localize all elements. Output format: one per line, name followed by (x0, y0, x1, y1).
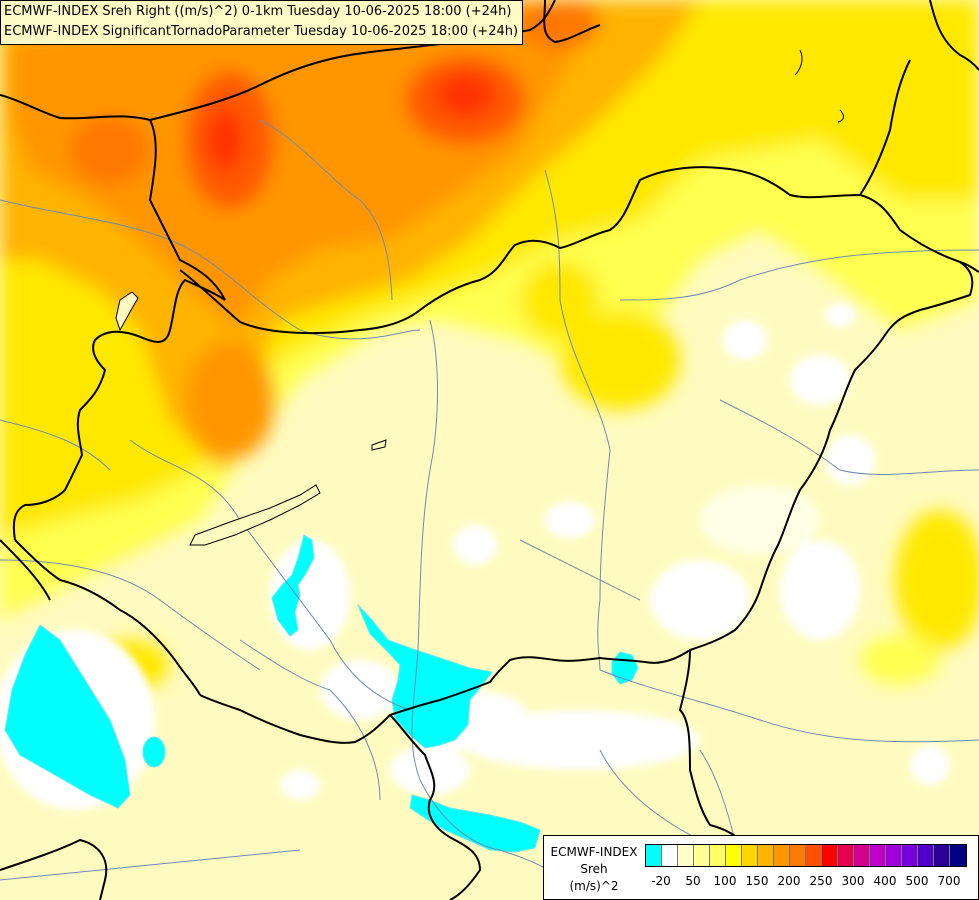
legend-swatch (902, 845, 918, 866)
legend-swatch (774, 845, 790, 866)
negative-sreh-areas (4, 534, 639, 853)
legend-swatch (806, 845, 822, 866)
legend-swatch (934, 845, 950, 866)
legend-swatch (710, 845, 726, 866)
legend-tick-label: 250 (809, 874, 833, 888)
legend-title-unit: (m/s)^2 (569, 879, 619, 893)
legend-tick-label: 150 (745, 874, 769, 888)
color-legend: ECMWF-INDEX Sreh (m/s)^2 -20 50 100 150 200 2… (543, 835, 979, 900)
legend-swatch (790, 845, 806, 866)
lakes (115, 291, 387, 546)
legend-swatch (662, 845, 678, 866)
legend-tick-label: 50 (685, 874, 701, 888)
legend-swatch (694, 845, 710, 866)
map-title-line2: ECMWF-INDEX SignificantTornadoParameter … (4, 24, 519, 39)
legend-swatch (870, 845, 886, 866)
legend-title-source: ECMWF-INDEX (550, 845, 638, 859)
legend-tick-label: -20 (651, 874, 671, 888)
legend-swatch (838, 845, 854, 866)
legend-swatch (822, 845, 838, 866)
legend-title-variable: Sreh (580, 862, 608, 876)
legend-swatch (742, 845, 758, 866)
legend-color-bar (645, 844, 967, 867)
legend-swatch (950, 845, 966, 866)
legend-swatch (758, 845, 774, 866)
map-title: ECMWF-INDEX Sreh Right ((m/s)^2) 0-1km T… (0, 0, 524, 45)
legend-tick-label: 300 (841, 874, 865, 888)
legend-tick-label: 200 (777, 874, 801, 888)
legend-tick-label: 700 (937, 874, 961, 888)
legend-labels: -20 50 100 150 200 250 300 400 500 700 (544, 874, 978, 892)
legend-swatch (918, 845, 934, 866)
legend-swatch (646, 845, 662, 866)
legend-tick-label: 500 (905, 874, 929, 888)
legend-swatch (854, 845, 870, 866)
map-title-line1: ECMWF-INDEX Sreh Right ((m/s)^2) 0-1km T… (4, 4, 512, 19)
legend-titles: ECMWF-INDEX Sreh (m/s)^2 (544, 844, 644, 895)
legend-swatch (678, 845, 694, 866)
legend-tick-label: 400 (873, 874, 897, 888)
legend-tick-label: 100 (713, 874, 737, 888)
region-borders (794, 49, 844, 123)
legend-swatch (726, 845, 742, 866)
legend-swatch (886, 845, 902, 866)
